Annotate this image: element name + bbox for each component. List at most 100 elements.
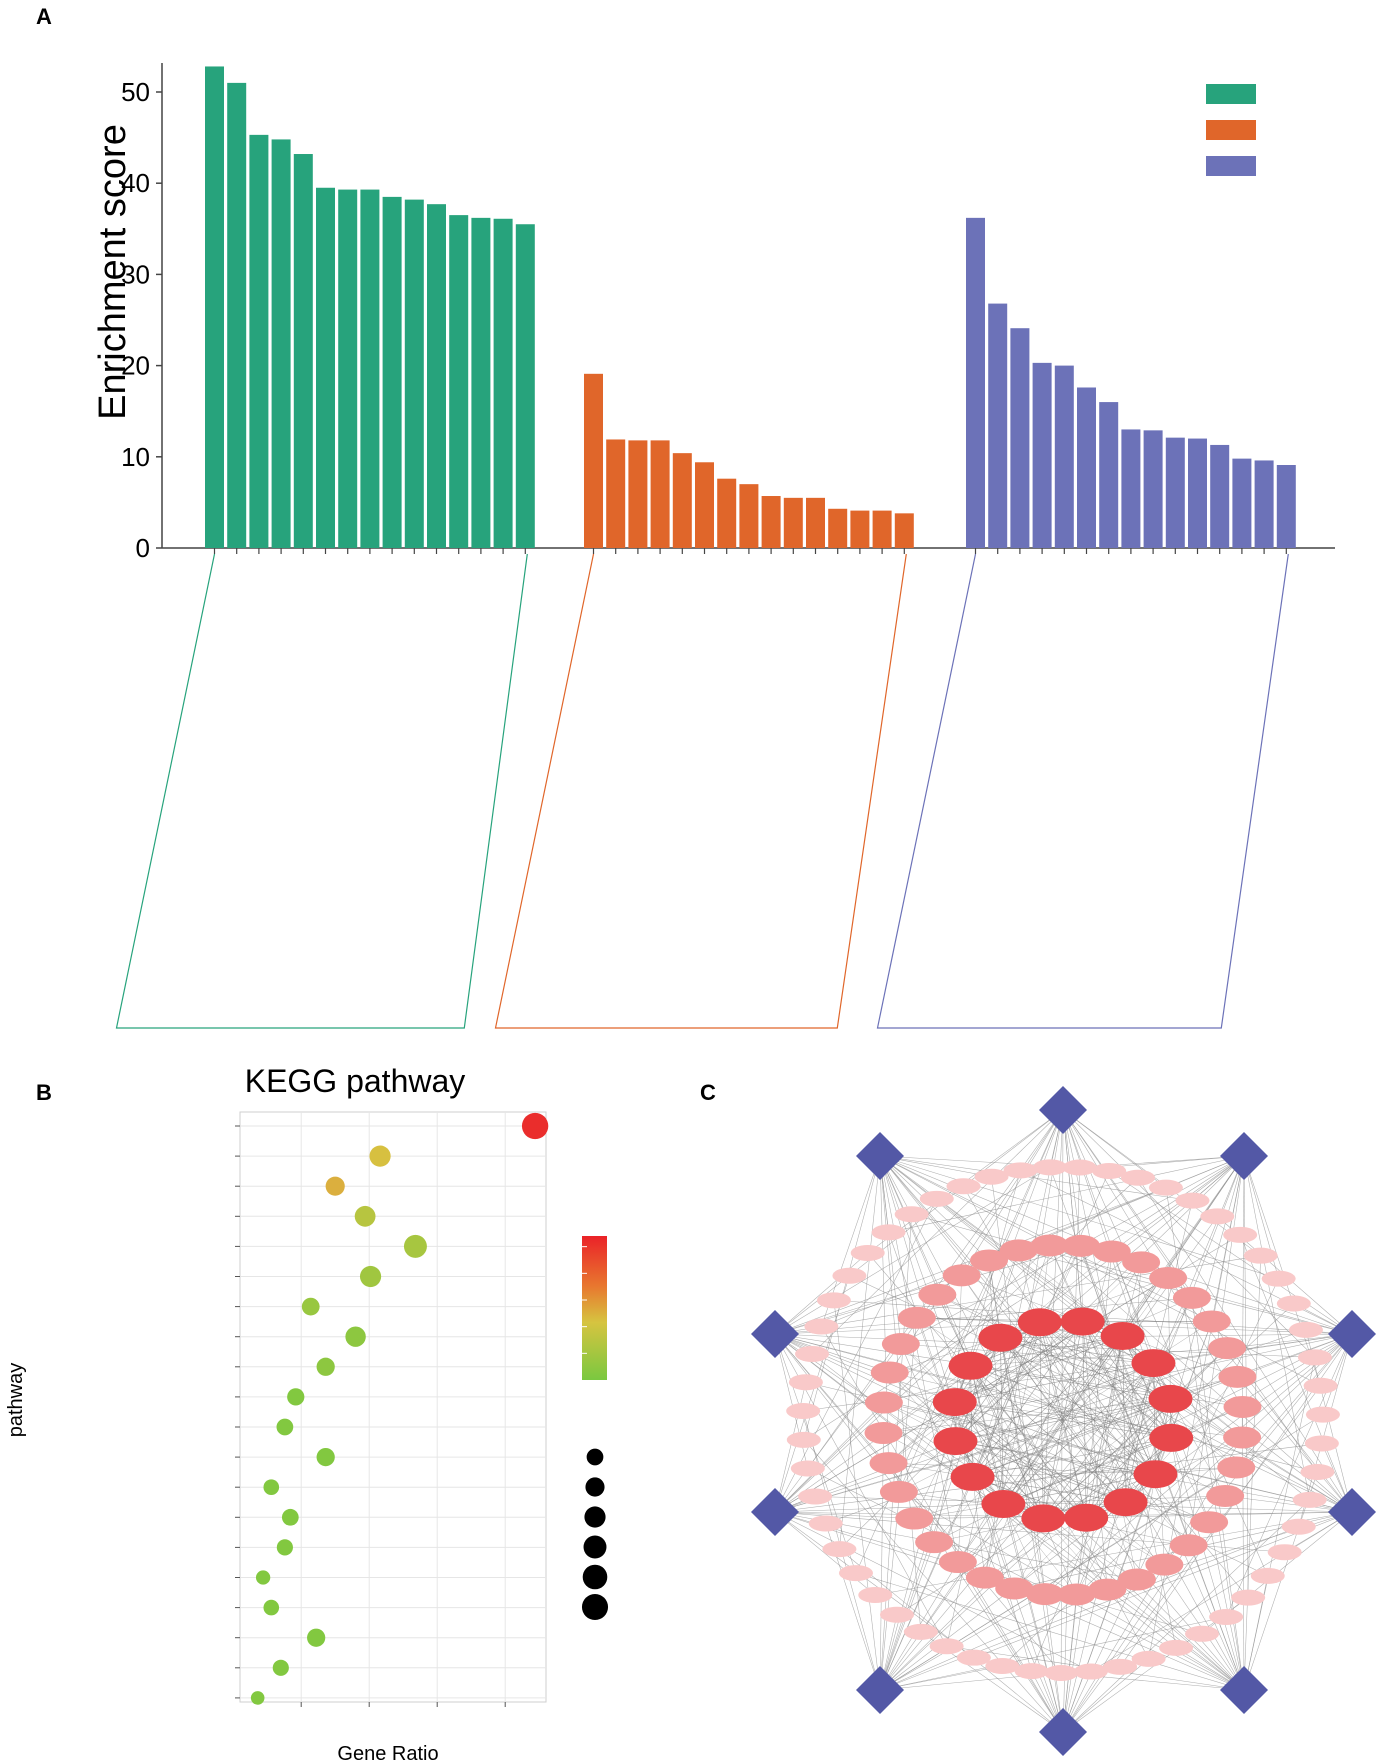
gene-node-outer [929,1638,964,1655]
gene-node-middle [1223,1395,1262,1418]
bubble [359,1265,382,1288]
bubble [325,1176,345,1196]
legend [1206,84,1256,176]
bubble [276,1539,293,1556]
edge [970,1347,1228,1367]
gene-node-middle [1190,1511,1229,1534]
edge [879,1155,1149,1660]
edge [1122,1335,1126,1503]
edge [1090,1511,1353,1672]
network-nodes [786,1159,1340,1681]
bubble [263,1479,280,1495]
gene-node-middle [1088,1578,1127,1601]
bracket-cc [494,553,907,1029]
bubble [307,1628,326,1647]
gene-node-middle [970,1249,1009,1272]
edge [883,1365,971,1434]
size-legend-dot [583,1535,607,1559]
bar-bp [382,196,402,548]
gene-node-middle [897,1306,936,1329]
edge [954,1401,1245,1691]
gene-node-middle [1122,1251,1161,1274]
gene-node-outer [1304,1435,1339,1452]
edge [920,1155,1245,1633]
gene-node-outer [974,1168,1009,1185]
edge [879,1155,1249,1598]
gene-node-inner [981,1490,1026,1519]
gene-node-outer [816,1292,851,1309]
edge [879,1262,1142,1691]
bar-cc [894,513,914,548]
gene-node-inner [978,1323,1023,1352]
gene-node-middle [1057,1583,1096,1606]
gene-node-inner [950,1462,995,1491]
edge [1000,1337,1189,1546]
gene-node-outer [1073,1663,1108,1680]
bar-cc [584,373,603,548]
size-legend-dot [585,1477,605,1497]
bubble [287,1388,305,1406]
edge [1039,1322,1156,1475]
gene-node-outer [1250,1567,1285,1584]
edge [879,1155,1112,1252]
gene-node-outer [1175,1192,1210,1209]
gene-node-middle [1169,1534,1208,1557]
edge [972,1467,1237,1478]
edge [774,1329,1307,1513]
panel-label-c: C [700,1080,716,1105]
gene-node-outer [1148,1179,1183,1196]
pathway-node [1328,1488,1376,1536]
gene-node-middle [1030,1234,1069,1257]
edge [883,1402,1353,1513]
kegg-bubble-chart: B KEGG pathway pathway Gene Ratio [5,1063,609,1763]
gene-node-outer [919,1190,954,1207]
edge [1080,1245,1156,1475]
bar-bp [338,189,358,549]
edge [774,1511,975,1658]
edge [1109,1170,1353,1335]
points [250,1112,549,1705]
gene-node-outer [832,1267,867,1284]
edge [984,1321,1083,1578]
gene-node-outer [1243,1247,1278,1264]
bubble [354,1205,376,1227]
edge [970,1365,1108,1590]
y-tick-label: 50 [121,77,150,107]
edge [933,1441,956,1543]
bubble [301,1297,320,1316]
edge [916,1317,1156,1475]
gene-node-middle [864,1422,903,1445]
bar-cc [650,440,670,548]
gene-node-middle [881,1333,920,1356]
y-axis-label: Enrichment score [92,124,134,420]
edge [954,1401,1243,1438]
gene-node-outer [1044,1664,1079,1681]
edge [954,1401,1156,1475]
bar-mf [1099,402,1119,548]
bar-bp [427,204,446,548]
edge [774,1511,1091,1672]
gene-node-outer [786,1402,821,1419]
gene-node-outer [788,1374,823,1391]
edge [889,1109,1064,1373]
network-edges [774,1109,1353,1733]
bar-mf [1010,328,1030,548]
legend-swatch [1206,84,1256,104]
bar-cc [783,497,803,548]
edge [1003,1503,1064,1733]
edge [988,1260,1004,1505]
gene-node-inner [1133,1460,1178,1489]
edge [833,1300,881,1691]
gene-node-middle [918,1283,957,1306]
bubble [272,1659,289,1676]
edge [774,1167,1051,1335]
bubble [403,1234,427,1258]
bars [205,66,1296,549]
edge [1062,1594,1077,1733]
gene-node-inner [1060,1307,1105,1336]
edge [1170,1398,1226,1497]
edge [972,1322,1041,1478]
gene-node-middle [938,1551,977,1574]
edge [1062,1167,1080,1733]
edge [1076,1502,1126,1595]
